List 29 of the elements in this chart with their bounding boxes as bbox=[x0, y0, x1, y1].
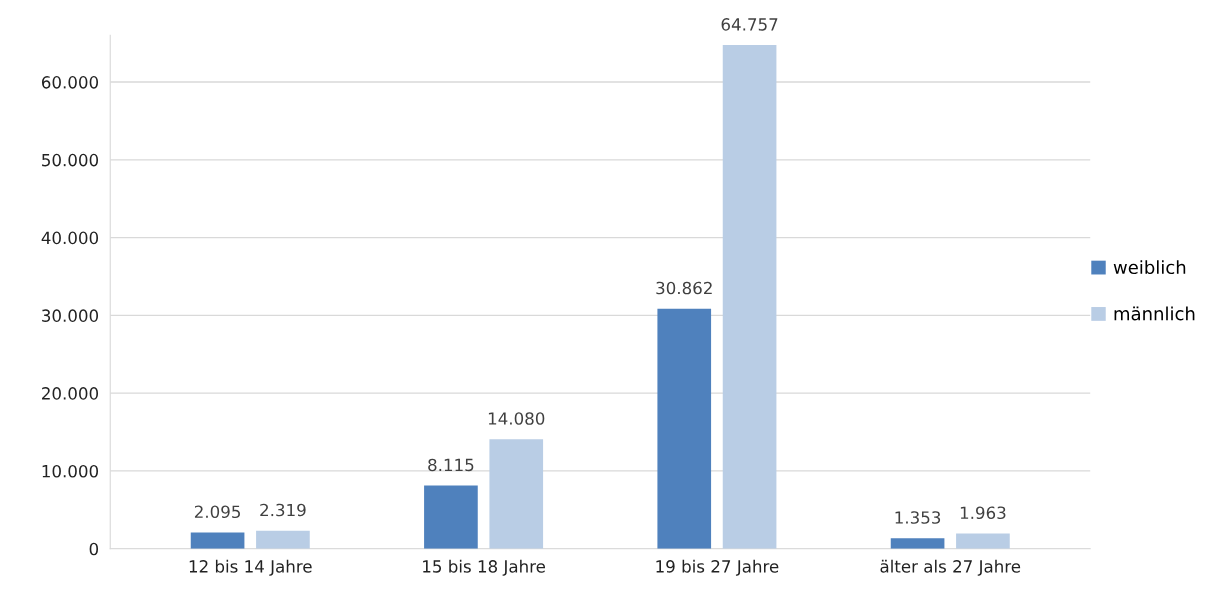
data-label: 1.353 bbox=[895, 511, 941, 524]
bar bbox=[657, 308, 712, 549]
bar bbox=[890, 538, 945, 549]
bar bbox=[190, 532, 245, 549]
y-tick-label: 50.000 bbox=[42, 153, 99, 167]
x-tick-label: älter als 27 Jahre bbox=[880, 559, 1021, 576]
y-tick-label: 0 bbox=[89, 542, 99, 556]
data-label: 2.095 bbox=[194, 505, 240, 519]
x-tick-label: 12 bis 14 Jahre bbox=[189, 559, 312, 576]
bar bbox=[256, 530, 310, 549]
y-tick-label: 40.000 bbox=[41, 231, 99, 245]
data-label: 14.080 bbox=[488, 412, 545, 425]
y-tick-label: 60.000 bbox=[41, 76, 99, 89]
y-tick-label: 10.000 bbox=[42, 464, 99, 478]
x-tick-label: 19 bis 27 Jahre bbox=[656, 559, 779, 576]
data-label: 30.862 bbox=[656, 281, 712, 295]
bar bbox=[424, 485, 478, 549]
data-label: 1.963 bbox=[960, 506, 1006, 520]
data-label: 8.115 bbox=[428, 458, 474, 472]
x-tick-label: 15 bis 18 Jahre bbox=[423, 559, 546, 576]
bar bbox=[722, 45, 777, 549]
bar bbox=[489, 439, 544, 549]
y-tick-label: 20.000 bbox=[42, 387, 99, 400]
legend-label: weiblich bbox=[1113, 260, 1186, 275]
legend-label: männlich bbox=[1114, 306, 1195, 321]
data-label: 64.757 bbox=[721, 18, 778, 31]
bar bbox=[956, 533, 1010, 549]
data-label: 2.319 bbox=[260, 503, 306, 517]
y-tick-label: 30.000 bbox=[42, 309, 99, 322]
